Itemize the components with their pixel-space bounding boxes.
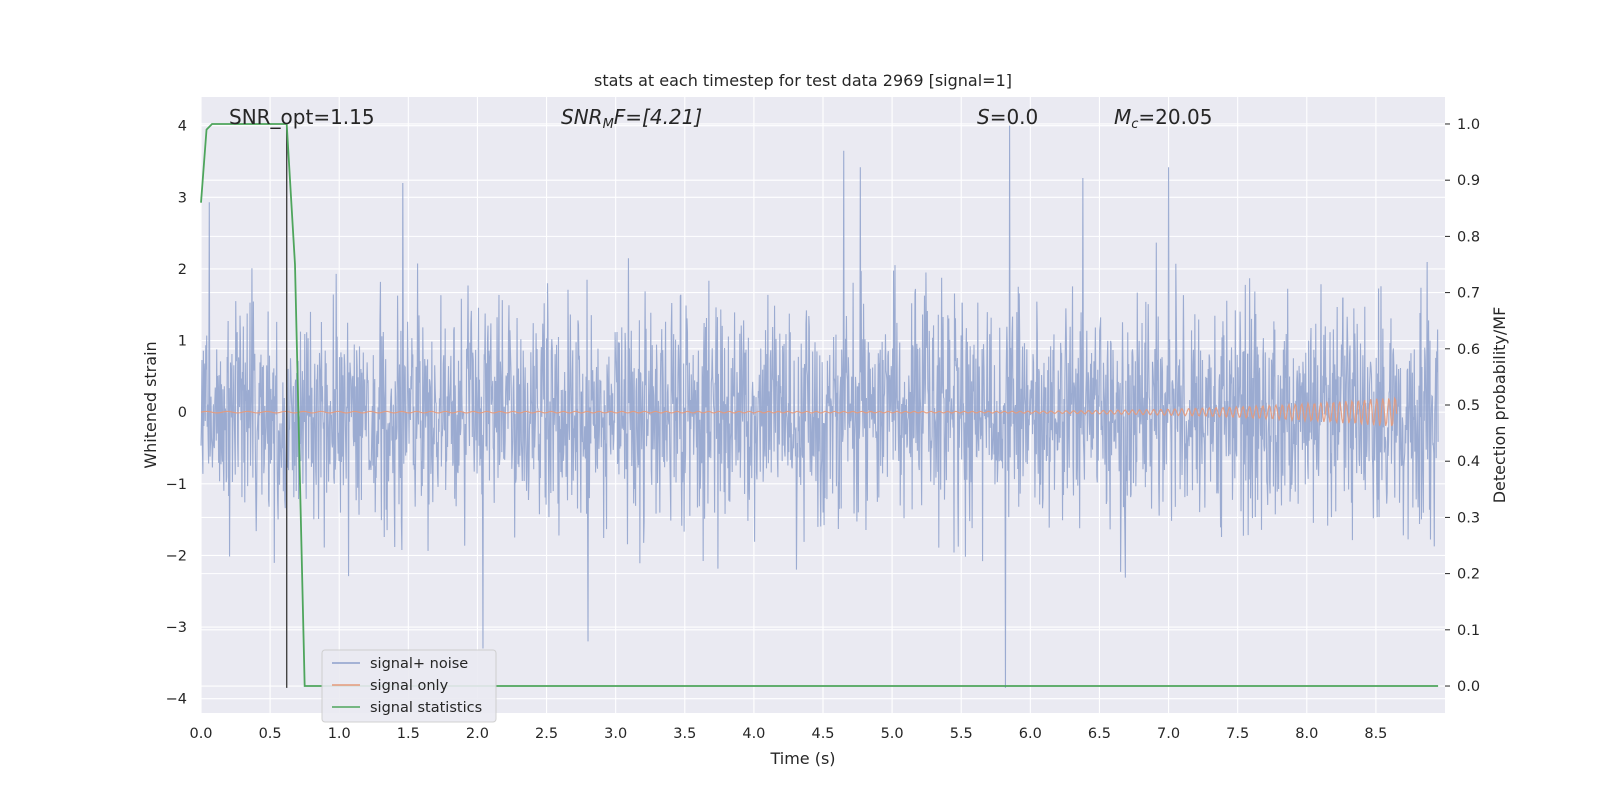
y2-tick-label: 0.1 bbox=[1457, 623, 1480, 639]
signal-noise-line-segment bbox=[295, 273, 392, 577]
grid-lines bbox=[200, 97, 1445, 713]
y-tick-label: −2 bbox=[166, 548, 187, 564]
x-tick-label: 5.0 bbox=[881, 726, 904, 742]
y-tick-label: −3 bbox=[166, 620, 187, 636]
y2-axis-label: Detection probability/MF bbox=[1490, 307, 1509, 504]
x-axis-label: Time (s) bbox=[769, 749, 835, 768]
legend: signal+ noise signal only signal statist… bbox=[321, 649, 497, 723]
signal-noise-line-segment bbox=[1247, 278, 1344, 536]
y2-tick-label: 0.9 bbox=[1457, 173, 1480, 189]
x-tick-label: 3.0 bbox=[604, 726, 627, 742]
signal-noise-line-segment bbox=[200, 202, 297, 563]
mc-annotation: Mc=20.05 bbox=[1114, 105, 1212, 132]
x-tick-label: 8.5 bbox=[1364, 726, 1387, 742]
y-tick-label: 3 bbox=[178, 190, 187, 206]
legend-label-signal-only: signal only bbox=[370, 678, 449, 694]
signal-noise-line-segment bbox=[961, 125, 1058, 688]
y2-tick-label: 0.5 bbox=[1457, 398, 1480, 414]
y-tick-label: 4 bbox=[178, 119, 187, 135]
y2-tick-label: 0.4 bbox=[1457, 454, 1480, 470]
legend-label-signal-noise: signal+ noise bbox=[370, 656, 468, 672]
y2-tick-label: 1.0 bbox=[1457, 117, 1480, 133]
signal-statistics-series bbox=[200, 123, 1439, 687]
x-tick-label: 8.0 bbox=[1295, 726, 1318, 742]
y2-axis-ticks: 1.0 0.9 0.8 0.7 0.6 0.5 0.4 0.3 0.2 0.1 0.0 bbox=[1445, 117, 1480, 695]
legend-box bbox=[321, 649, 497, 723]
signal-noise-line-segment bbox=[390, 182, 487, 649]
signal-noise-line-segment bbox=[866, 265, 963, 553]
y-tick-label: −1 bbox=[166, 477, 187, 493]
signal-noise-line-segment bbox=[771, 150, 868, 570]
signal-only-line bbox=[200, 396, 1398, 427]
signal-only-series bbox=[200, 396, 1398, 427]
y-axis-ticks: 4 3 2 1 0 −1 −2 −3 −4 bbox=[166, 119, 187, 708]
signal-noise-line-segment bbox=[485, 283, 582, 538]
y-tick-label: 1 bbox=[178, 334, 187, 350]
signal-noise-line-segment bbox=[1151, 167, 1249, 537]
y2-tick-label: 0.6 bbox=[1457, 342, 1480, 358]
snr-opt-annotation: SNR_opt=1.15 bbox=[229, 105, 375, 129]
signal-noise-line-segment bbox=[580, 258, 678, 642]
signal-statistics-line bbox=[200, 123, 1439, 687]
y-tick-label: 0 bbox=[178, 405, 187, 421]
legend-label-signal-statistics: signal statistics bbox=[370, 700, 482, 716]
x-tick-label: 4.0 bbox=[742, 726, 765, 742]
s-annotation: S=0.0 bbox=[977, 105, 1038, 129]
x-tick-label: 0.5 bbox=[259, 726, 282, 742]
y2-tick-label: 0.7 bbox=[1457, 286, 1480, 302]
x-tick-label: 2.0 bbox=[466, 726, 489, 742]
y-tick-label: −4 bbox=[166, 692, 187, 708]
y2-tick-label: 0.2 bbox=[1457, 567, 1480, 583]
x-tick-label: 7.5 bbox=[1226, 726, 1249, 742]
y-axis-label: Whitened strain bbox=[141, 341, 160, 468]
x-tick-label: 5.5 bbox=[950, 726, 973, 742]
x-tick-label: 1.5 bbox=[397, 726, 420, 742]
x-tick-label: 6.0 bbox=[1019, 726, 1042, 742]
y-tick-label: 2 bbox=[178, 262, 187, 278]
x-tick-label: 2.5 bbox=[535, 726, 558, 742]
x-tick-label: 6.5 bbox=[1088, 726, 1111, 742]
x-tick-label: 3.5 bbox=[673, 726, 696, 742]
y2-tick-label: 0.3 bbox=[1457, 510, 1480, 526]
x-tick-label: 0.0 bbox=[189, 726, 212, 742]
x-tick-label: 1.0 bbox=[328, 726, 351, 742]
chart-title: stats at each timestep for test data 296… bbox=[594, 71, 1012, 90]
x-tick-label: 7.0 bbox=[1157, 726, 1180, 742]
x-axis-ticks: 0.0 0.5 1.0 1.5 2.0 2.5 3.0 3.5 4.0 4.5 5.0 5.5 6.0 6… bbox=[189, 726, 1387, 742]
signal-noise-line-segment bbox=[1056, 177, 1154, 578]
snr-mf-annotation: SNRMF=[4.21] bbox=[561, 105, 702, 132]
x-tick-label: 4.5 bbox=[811, 726, 834, 742]
y2-tick-label: 0.8 bbox=[1457, 229, 1480, 245]
y2-tick-label: 0.0 bbox=[1457, 679, 1480, 695]
